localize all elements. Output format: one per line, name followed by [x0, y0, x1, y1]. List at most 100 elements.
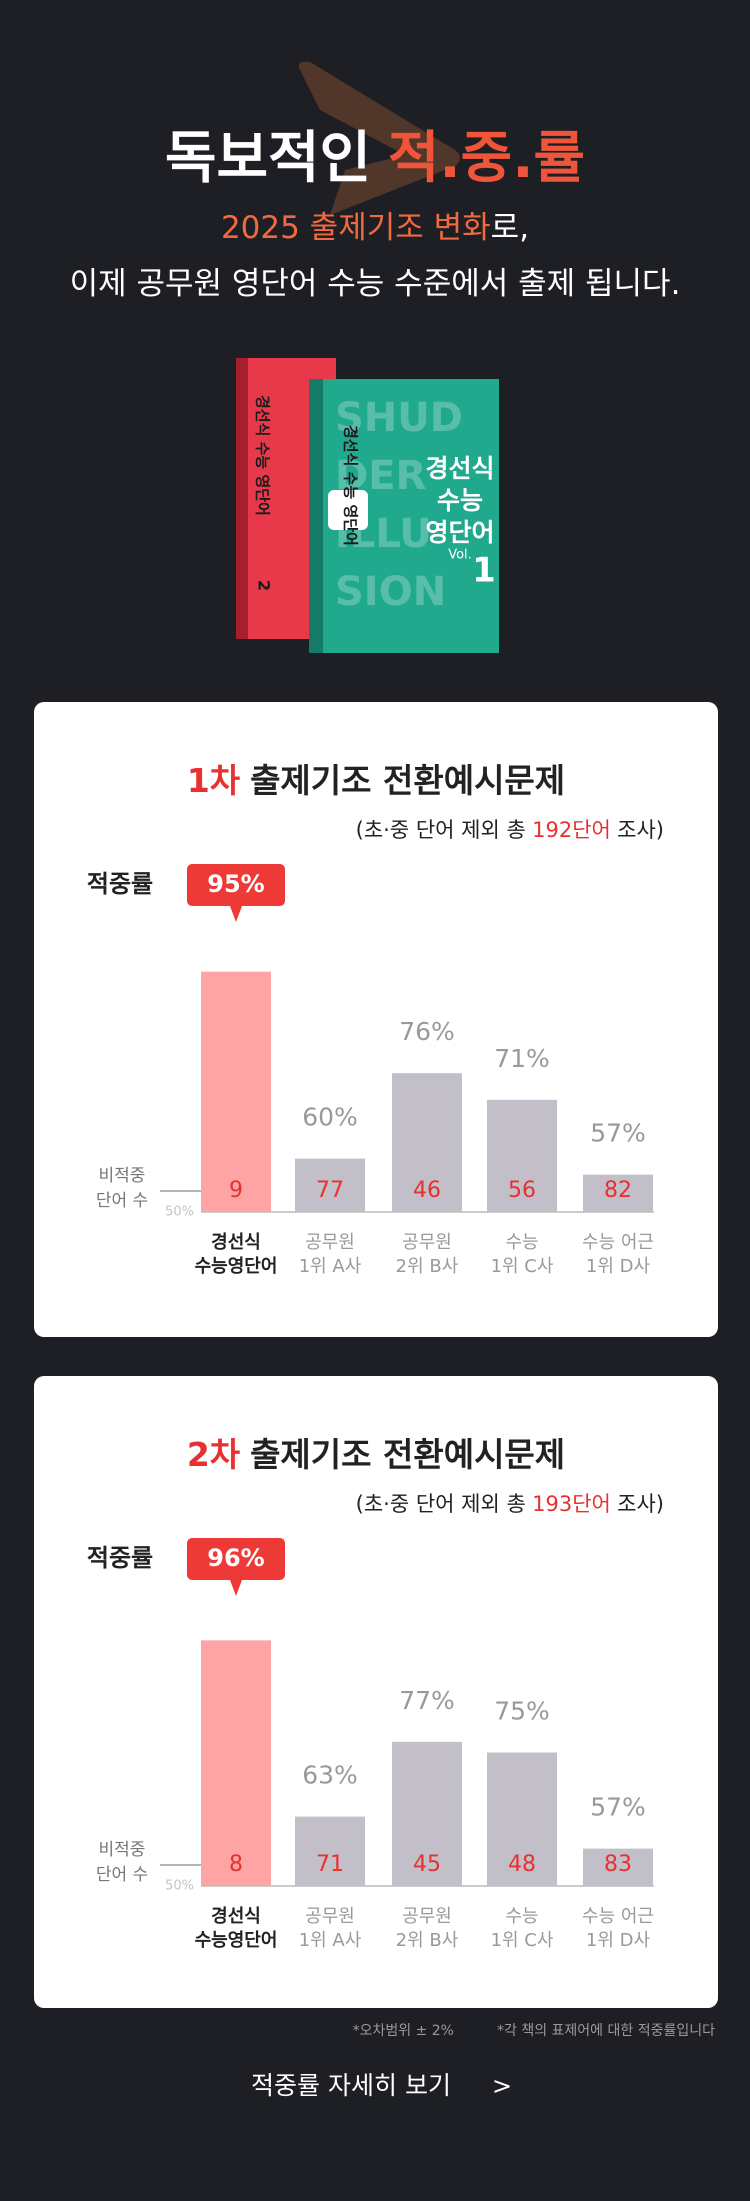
detail-button[interactable]: 적중률 자세히 보기 > [251, 2071, 512, 2100]
series-label: 비적중 [99, 1840, 146, 1860]
value-label: 76% [399, 1017, 455, 1046]
logo-shape [298, 61, 460, 215]
x-tick-label: 1위 A사 [299, 1930, 362, 1951]
bar [295, 1158, 365, 1212]
count-label: 56 [508, 1178, 536, 1203]
value-label: 75% [494, 1697, 550, 1726]
headline-part: 독보적인 [165, 126, 371, 191]
button-label: 적중률 자세히 보기 [251, 2071, 451, 2100]
spine-title: 경선식 수능 영단어 [342, 425, 360, 546]
book-spine [236, 358, 248, 639]
chart-subtitle: (초·중 단어 제외 총 193단어 조사) [356, 1492, 664, 1516]
spine-title: 경선식 수능 영단어 [254, 395, 272, 516]
bar [201, 971, 271, 1212]
count-label: 48 [508, 1852, 536, 1877]
volume-number: 2 [255, 580, 274, 591]
count-label: 71 [316, 1852, 344, 1877]
x-tick-label: 2위 B사 [396, 1930, 459, 1951]
chart-subtitle-part: 조사) [617, 818, 664, 842]
series-label: 단어 수 [96, 1865, 148, 1885]
cover-art-text: DER [335, 453, 426, 499]
chart-subtitle-part: 조사) [617, 1492, 664, 1516]
x-tick-label: 수능 어근 [582, 1232, 654, 1253]
bar [583, 1174, 653, 1212]
subheadline: 이제 공무원 영단어 수능 수준에서 출제 됩니다. [70, 266, 681, 302]
chart-title: 1차 출제기조 전환예시문제 [187, 761, 565, 800]
cover-art-text: SHUD [335, 395, 463, 441]
value-label: 57% [590, 1793, 646, 1822]
book-sticker [328, 490, 368, 530]
cover-title: 수능 [437, 486, 483, 515]
x-tick-label: 공무원 [305, 1906, 355, 1927]
x-tick-label: 수능 어근 [582, 1906, 654, 1927]
value-label: 77% [399, 1686, 455, 1715]
callout-bubble [187, 864, 285, 922]
cover-art-text: ILLU [335, 511, 432, 557]
series-label: 적중률 [87, 870, 153, 898]
chart-subtitle-part: (초·중 단어 제외 총 [356, 1492, 526, 1516]
count-label: 46 [413, 1178, 441, 1203]
bar [487, 1099, 557, 1212]
x-tick-label: 2위 B사 [396, 1256, 459, 1277]
count-label: 45 [413, 1852, 441, 1877]
volume-label: Vol. [448, 548, 472, 563]
x-tick-label: 1위 A사 [299, 1256, 362, 1277]
x-tick-label: 1위 C사 [491, 1256, 554, 1277]
headline: 독보적인 적.중.률 [165, 126, 585, 191]
chart-subtitle-part: (초·중 단어 제외 총 [356, 818, 526, 842]
x-tick-label: 1위 C사 [491, 1930, 554, 1951]
y-tick-label: 50% [165, 1205, 194, 1220]
x-tick-label: 1위 D사 [586, 1930, 651, 1951]
count-label: 82 [604, 1178, 632, 1203]
callout-bubble [187, 1538, 285, 1596]
chart-title-part: 1차 [187, 761, 241, 800]
x-tick-label: 공무원 [402, 1232, 452, 1253]
subheadline-part: 이제 공무원 영단어 수능 수준에서 출제 됩니다. [70, 266, 681, 302]
x-tick-label: 공무원 [402, 1906, 452, 1927]
chart-subtitle-part: 192단어 [532, 818, 611, 842]
footnote: *각 책의 표제어에 대한 적중률입니다 [497, 2023, 715, 2039]
x-tick-label: 경선식 [211, 1232, 261, 1253]
x-tick-label: 수능 [505, 1906, 538, 1927]
bar [201, 1640, 271, 1886]
x-tick-label: 수능영단어 [195, 1256, 278, 1277]
chart-subtitle-part: 193단어 [532, 1492, 611, 1516]
subheadline-part: 로, [491, 210, 529, 246]
value-label: 71% [494, 1044, 550, 1073]
cover-title: 영단어 [425, 518, 494, 547]
count-label: 83 [604, 1852, 632, 1877]
chart-title-part: 출제기조 전환예시문제 [250, 761, 565, 800]
count-label: 9 [229, 1178, 243, 1203]
x-tick-label: 경선식 [211, 1906, 261, 1927]
x-tick-label: 공무원 [305, 1232, 355, 1253]
value-label: 95% [207, 870, 264, 898]
bar [392, 1073, 462, 1212]
chart-title-part: 2차 [187, 1435, 241, 1474]
value-label: 60% [302, 1103, 358, 1132]
series-label: 비적중 [99, 1166, 146, 1186]
series-label: 단어 수 [96, 1191, 148, 1211]
value-label: 96% [207, 1544, 264, 1572]
subheadline-part: 2025 출제기조 변화 [221, 210, 491, 246]
count-label: 8 [229, 1852, 243, 1877]
bar [487, 1752, 557, 1886]
cover-title: 경선식 [425, 454, 494, 483]
y-tick-label: 50% [165, 1879, 194, 1894]
chart-title-part: 출제기조 전환예시문제 [250, 1435, 565, 1474]
book-front [309, 379, 499, 653]
x-tick-label: 1위 D사 [586, 1256, 651, 1277]
volume-number: 1 [472, 551, 496, 591]
x-tick-label: 수능영단어 [195, 1930, 278, 1951]
bar [392, 1741, 462, 1886]
chart-title: 2차 출제기조 전환예시문제 [187, 1435, 565, 1474]
count-label: 77 [316, 1178, 344, 1203]
chart-subtitle: (초·중 단어 제외 총 192단어 조사) [356, 818, 664, 842]
cover-art-text: SION [335, 569, 446, 615]
button-arrow: > [492, 2072, 512, 2100]
bar [295, 1816, 365, 1886]
footnote: *오차범위 ± 2% [353, 2023, 454, 2039]
series-label: 적중률 [87, 1544, 153, 1572]
headline-part: 적.중.률 [388, 126, 585, 191]
